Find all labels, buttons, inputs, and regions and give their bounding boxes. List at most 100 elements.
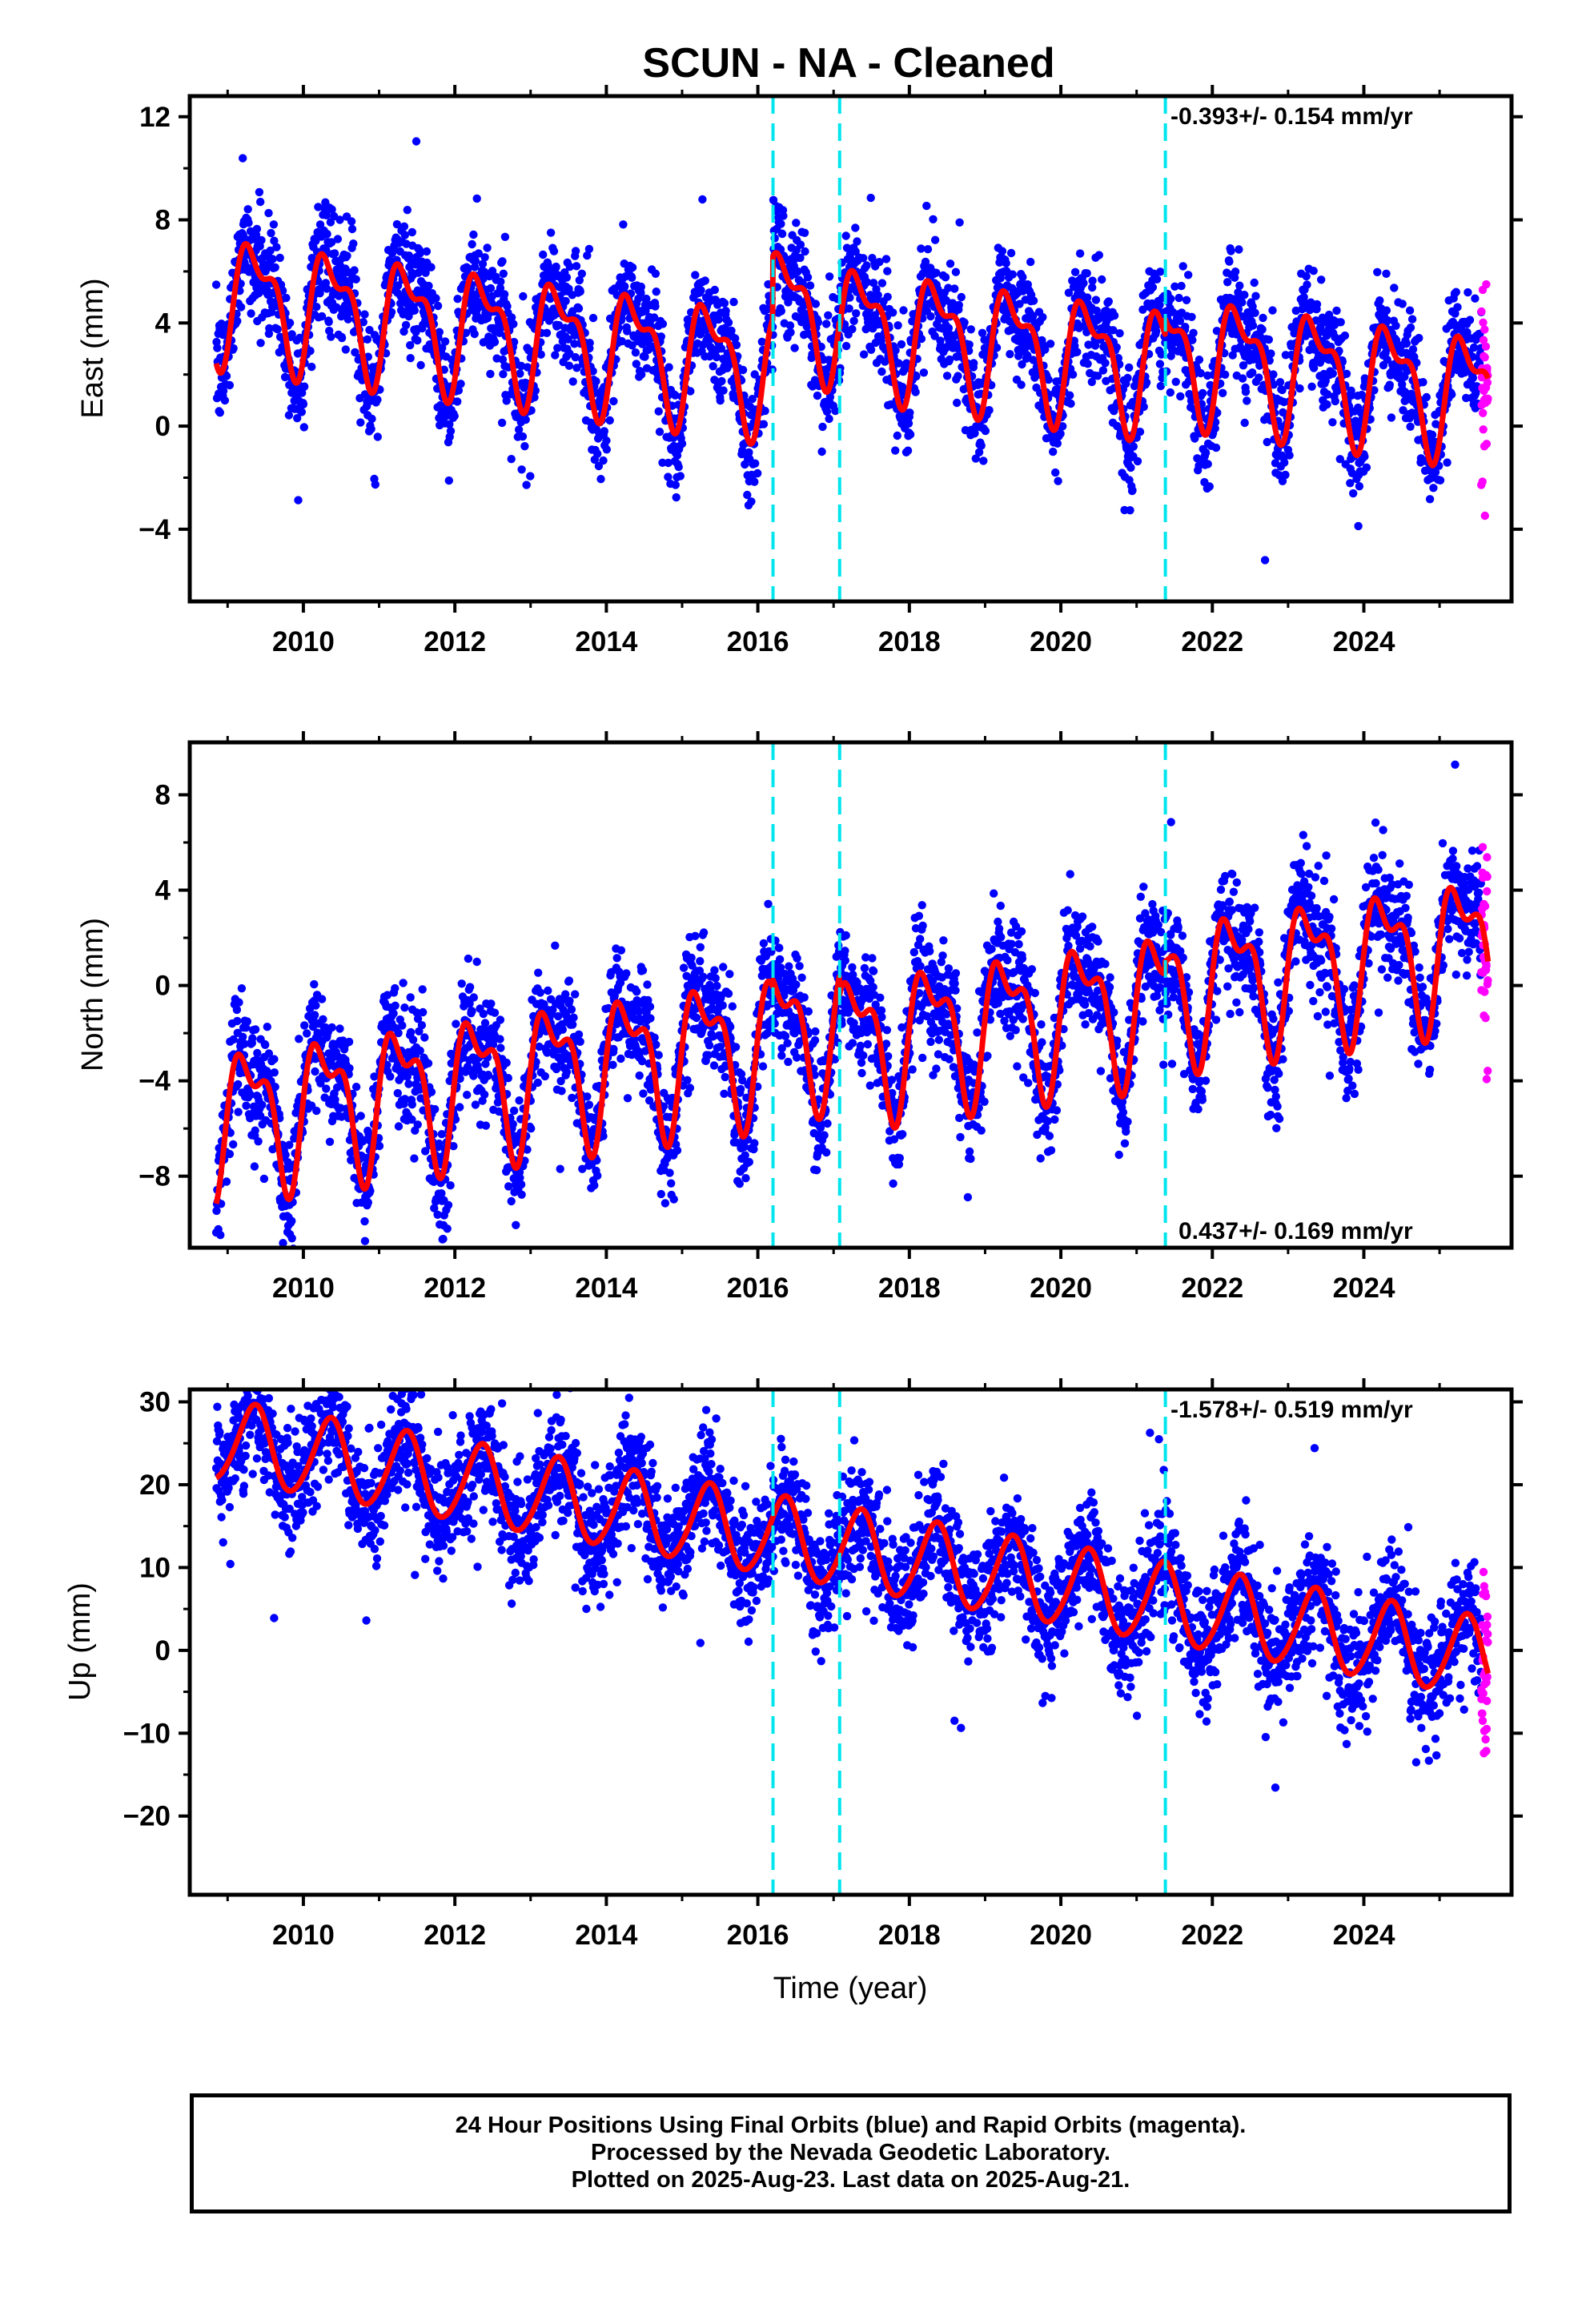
east-final-point-2374 — [1029, 296, 1038, 305]
east-final-point-747 — [469, 230, 478, 239]
east-final-point-857 — [507, 455, 516, 464]
east-final-point-61 — [233, 316, 242, 326]
east-final-point-273 — [306, 347, 315, 356]
east-final-point-833 — [499, 370, 508, 379]
north-final-point-569 — [408, 1100, 416, 1109]
north-final-point-474 — [375, 1141, 384, 1151]
east-rapid-point-10 — [1479, 425, 1488, 434]
east-final-point-3641 — [1465, 316, 1475, 324]
east-final-point-2942 — [1225, 257, 1234, 266]
east-final-point-1297 — [658, 320, 668, 328]
east-final-point-863 — [509, 320, 518, 328]
east-final-point-1922 — [873, 291, 882, 300]
east-final-point-92 — [243, 205, 252, 214]
north-final-point-168 — [270, 1055, 279, 1063]
north-final-point-139 — [259, 1174, 269, 1184]
north-final-point-955 — [540, 1072, 549, 1081]
east-final-point-2676 — [1133, 456, 1142, 466]
east-final-point-1085 — [585, 339, 594, 348]
east-final-point-3467 — [1405, 306, 1415, 315]
east-final-point-2488 — [1068, 370, 1078, 379]
east-final-point-2519 — [1079, 279, 1088, 287]
east-final-point-327 — [324, 317, 333, 327]
east-final-point-1476 — [720, 299, 729, 308]
north-final-point-1003 — [557, 1087, 566, 1096]
east-final-point-2400 — [1038, 312, 1047, 322]
north-final-point-60 — [232, 1005, 242, 1015]
east-final-point-238 — [294, 496, 303, 505]
east-final-point-167 — [269, 220, 279, 229]
east-final-point-1343 — [674, 462, 683, 472]
east-final-point-617 — [424, 281, 433, 291]
east-final-point-2592 — [1104, 297, 1114, 306]
east-rapid-point-17 — [1480, 353, 1489, 362]
north-final-point-441 — [363, 1198, 372, 1207]
east-final-point-2651 — [1125, 363, 1134, 372]
north-final-point-732 — [464, 954, 473, 963]
east-final-point-797 — [486, 283, 496, 293]
east-final-point-584 — [413, 336, 422, 345]
east-final-point-2031 — [911, 388, 920, 396]
east-final-point-1881 — [859, 350, 869, 359]
east-final-point-2132 — [946, 259, 955, 268]
east-final-point-681 — [446, 427, 456, 436]
east-final-point-39 — [225, 380, 235, 390]
east-final-point-551 — [401, 320, 411, 330]
east-final-point-3117 — [1285, 451, 1294, 460]
east-final-point-753 — [471, 256, 480, 265]
east-final-point-2937 — [1223, 278, 1232, 287]
east-x-tick-label-2018: 2018 — [878, 626, 941, 657]
east-final-point-302 — [315, 220, 325, 229]
east-final-point-2661 — [1128, 486, 1137, 495]
east-rapid-point-24 — [1482, 279, 1491, 289]
east-final-point-3105 — [1281, 470, 1290, 480]
east-final-point-185 — [275, 253, 284, 263]
east-final-point-3468 — [1406, 422, 1415, 431]
north-final-point-519 — [391, 983, 400, 993]
north-final-point-90 — [243, 1017, 251, 1026]
east-final-point-2500 — [1073, 348, 1082, 356]
east-final-point-291 — [312, 303, 321, 312]
east-final-point-1124 — [599, 456, 608, 465]
east-final-point-1934 — [877, 279, 887, 287]
north-final-point-748 — [469, 993, 478, 1002]
north-final-point-963 — [544, 986, 552, 995]
east-final-point-1480 — [721, 307, 730, 316]
north-final-point-119 — [253, 1048, 262, 1058]
east-final-point-1590 — [759, 420, 769, 428]
north-final-point-713 — [457, 979, 466, 988]
east-final-point-2904 — [1211, 443, 1221, 452]
north-final-point-286 — [310, 1011, 319, 1019]
east-rapid-point-1 — [1477, 307, 1486, 316]
east-final-point-1207 — [628, 273, 636, 282]
east-final-point-25 — [220, 396, 230, 405]
east-final-point-3090 — [1275, 378, 1285, 387]
north-final-point-12 — [216, 1231, 225, 1240]
east-final-point-1473 — [719, 386, 728, 395]
east-final-point-1275 — [651, 302, 660, 311]
east-final-point-644 — [433, 301, 443, 311]
east-final-point-248 — [297, 408, 306, 416]
east-final-point-2923 — [1219, 388, 1227, 397]
east-final-point-2342 — [1018, 272, 1027, 282]
north-final-point-843 — [502, 1058, 511, 1068]
east-final-point-1647 — [779, 211, 788, 220]
east-final-point-3011 — [1248, 321, 1258, 330]
east-final-point-333 — [327, 332, 335, 341]
north-final-point-1098 — [590, 1181, 599, 1190]
north-final-point-291 — [312, 1106, 321, 1116]
east-final-point-1889 — [862, 261, 871, 270]
east-final-point-1154 — [609, 396, 618, 406]
north-final-point-287 — [311, 1067, 319, 1076]
north-final-point-1025 — [564, 976, 574, 985]
east-final-point-1990 — [897, 340, 906, 349]
north-final-point-1195 — [623, 1094, 632, 1103]
east-final-point-545 — [400, 327, 408, 336]
east-final-point-171 — [271, 263, 279, 272]
east-final-point-700 — [453, 397, 462, 406]
east-final-point-624 — [427, 263, 436, 271]
east-final-point-2545 — [1088, 276, 1097, 285]
east-panel: East (mm) -0.393+/- 0.154 mm/yr −4048122… — [76, 85, 1523, 657]
east-final-point-1276 — [651, 269, 661, 278]
east-final-point-3254 — [1332, 306, 1341, 316]
